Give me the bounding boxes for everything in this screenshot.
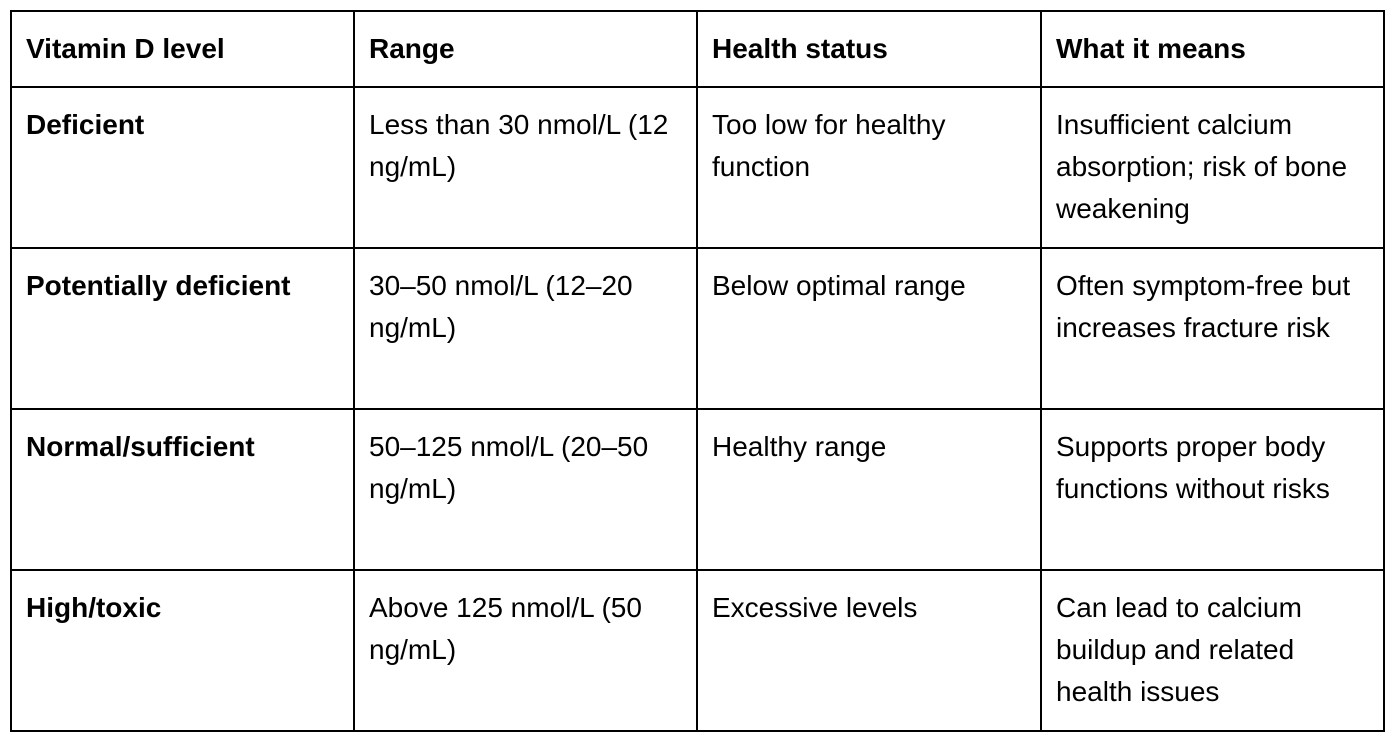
status-cell: Excessive levels (696, 569, 1042, 732)
status-cell: Below optimal range (696, 247, 1042, 410)
header-cell-health-status: Health status (696, 10, 1042, 88)
level-cell: Potentially deficient (10, 247, 355, 410)
table-row: Potentially deficient 30–50 nmol/L (12–2… (10, 247, 1385, 410)
header-cell-range: Range (353, 10, 698, 88)
status-cell: Healthy range (696, 408, 1042, 571)
level-cell: High/toxic (10, 569, 355, 732)
meaning-cell: Insufficient calcium absorption; risk of… (1040, 86, 1385, 249)
meaning-cell: Often symptom-free but increases fractur… (1040, 247, 1385, 410)
header-cell-what-it-means: What it means (1040, 10, 1385, 88)
table-row: Deficient Less than 30 nmol/L (12 ng/mL)… (10, 86, 1385, 249)
vitamin-d-levels-table: Vitamin D level Range Health status What… (10, 10, 1385, 732)
meaning-cell: Can lead to calcium buildup and related … (1040, 569, 1385, 732)
header-cell-vitamin-d-level: Vitamin D level (10, 10, 355, 88)
table-row: Normal/sufficient 50–125 nmol/L (20–50 n… (10, 408, 1385, 571)
range-cell: 30–50 nmol/L (12–20 ng/mL) (353, 247, 698, 410)
level-cell: Deficient (10, 86, 355, 249)
range-cell: Above 125 nmol/L (50 ng/mL) (353, 569, 698, 732)
status-cell: Too low for healthy function (696, 86, 1042, 249)
table-header-row: Vitamin D level Range Health status What… (10, 10, 1385, 88)
range-cell: 50–125 nmol/L (20–50 ng/mL) (353, 408, 698, 571)
table-row: High/toxic Above 125 nmol/L (50 ng/mL) E… (10, 569, 1385, 732)
level-cell: Normal/sufficient (10, 408, 355, 571)
meaning-cell: Supports proper body functions without r… (1040, 408, 1385, 571)
range-cell: Less than 30 nmol/L (12 ng/mL) (353, 86, 698, 249)
